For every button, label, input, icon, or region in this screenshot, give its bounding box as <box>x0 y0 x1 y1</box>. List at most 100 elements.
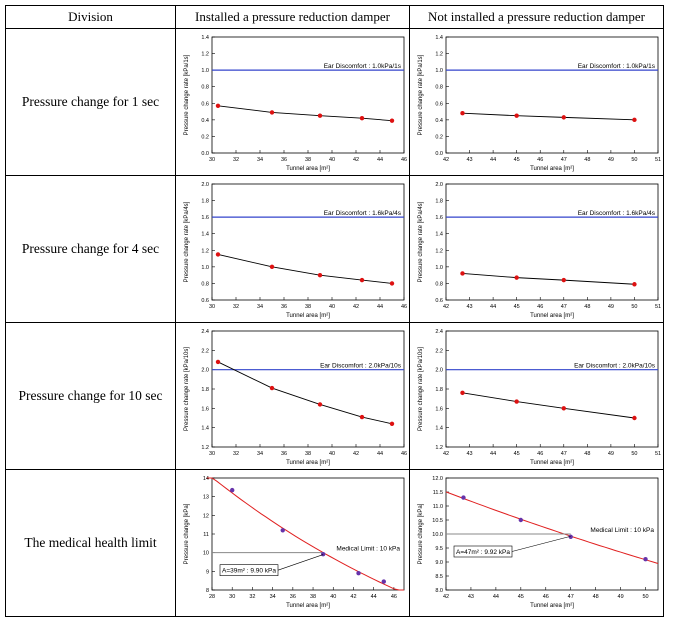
x-tick-label: 50 <box>631 451 637 457</box>
y-tick-label: 1.2 <box>201 445 209 451</box>
series-line <box>462 392 635 419</box>
data-point <box>359 277 365 283</box>
y-tick-label: 11 <box>203 532 209 538</box>
y-axis-label: Pressure change rate [kPa/1s] <box>184 54 190 135</box>
x-tick-label: 36 <box>290 594 296 600</box>
y-tick-label: 1.4 <box>201 232 209 238</box>
x-tick-label: 44 <box>490 451 496 457</box>
x-tick-label: 44 <box>490 304 496 310</box>
x-tick-label: 40 <box>329 451 335 457</box>
y-tick-label: 8.5 <box>435 574 443 580</box>
data-point <box>317 113 323 118</box>
data-point <box>561 406 566 411</box>
y-tick-label: 1.8 <box>201 199 209 205</box>
x-axis-label: Tunnel area [m²] <box>286 313 330 319</box>
data-point <box>215 359 221 365</box>
y-tick-label: 0.8 <box>435 281 443 287</box>
x-axis-label: Tunnel area [m²] <box>530 603 574 609</box>
x-tick-label: 49 <box>608 451 614 457</box>
data-point <box>632 117 637 123</box>
y-tick-label: 1.4 <box>435 426 443 432</box>
limit-label: Medical Limit : 10 kPa <box>590 527 654 534</box>
row-label-1sec: Pressure change for 1 sec <box>5 28 176 176</box>
x-tick-label: 45 <box>514 304 520 310</box>
data-point <box>215 103 221 108</box>
y-tick-label: 1.6 <box>201 215 209 221</box>
callout-leader <box>511 535 571 552</box>
y-tick-label: 11.5 <box>433 490 443 496</box>
y-tick-label: 0.8 <box>201 85 209 91</box>
chart-10sec-not-installed: 1.2 1.4 1.6 1.8 2.0 2.2 2.4 42 43 44 45 46 47 48 49 50 5… <box>418 329 661 466</box>
data-point <box>518 517 524 523</box>
data-point <box>460 390 465 396</box>
data-point <box>643 557 648 562</box>
x-tick-label: 38 <box>305 157 311 163</box>
x-tick-label: 42 <box>443 451 449 457</box>
header-division: Division <box>5 5 176 29</box>
y-tick-label: 1.2 <box>435 52 443 58</box>
chart-4sec-installed: 0.6 0.8 1.0 1.2 1.4 1.6 1.8 2.0 30 32 34 36 38 40 42 44… <box>184 182 407 319</box>
x-tick-label: 30 <box>209 304 215 310</box>
x-tick-label: 30 <box>209 157 215 163</box>
x-tick-label: 42 <box>443 304 449 310</box>
x-tick-label: 46 <box>543 594 549 600</box>
y-tick-label: 0.6 <box>435 298 443 304</box>
series-line <box>462 112 635 121</box>
x-tick-label: 42 <box>353 304 359 310</box>
x-tick-label: 44 <box>377 157 383 163</box>
limit-label: Ear Discomfort : 2.0kPa/10s <box>574 363 656 370</box>
row-label-medical: The medical health limit <box>5 469 176 617</box>
data-point <box>389 421 395 426</box>
row-label-4sec: Pressure change for 4 sec <box>5 175 176 323</box>
callout-label: A=39m² : 9.90 kPa <box>222 568 276 575</box>
x-tick-label: 48 <box>593 594 599 600</box>
y-tick-label: 1.0 <box>435 68 443 74</box>
limit-label: Ear Discomfort : 1.6kPa/4s <box>578 210 656 217</box>
callout-leader <box>277 554 324 571</box>
y-tick-label: 0.2 <box>435 134 443 140</box>
limit-label: Ear Discomfort : 2.0kPa/10s <box>320 363 402 370</box>
x-tick-label: 34 <box>270 594 276 600</box>
y-tick-label: 2.4 <box>435 329 443 335</box>
series-line <box>217 361 393 425</box>
x-tick-label: 32 <box>233 451 239 457</box>
x-tick-label: 47 <box>561 304 567 310</box>
chart-medical-installed: 8 9 10 11 12 13 14 28 30 32 34 36 38 40 42 44 46 Tunnel a… <box>184 476 405 609</box>
x-tick-label: 46 <box>401 157 407 163</box>
x-tick-label: 44 <box>371 594 377 600</box>
fit-curve <box>206 477 404 591</box>
data-point <box>269 264 275 270</box>
chart-1sec-installed: 0.0 0.2 0.4 0.6 0.8 1.0 1.2 1.4 30 32 34 36 38 40 42 44… <box>184 35 407 172</box>
x-tick-label: 43 <box>466 304 472 310</box>
x-tick-label: 42 <box>443 594 449 600</box>
row-label-10sec: Pressure change for 10 sec <box>5 322 176 470</box>
x-tick-label: 47 <box>561 451 567 457</box>
x-tick-label: 34 <box>257 304 263 310</box>
y-tick-label: 1.4 <box>201 426 209 432</box>
y-tick-label: 1.0 <box>201 68 209 74</box>
y-tick-label: 0.6 <box>201 101 209 107</box>
x-tick-label: 45 <box>514 451 520 457</box>
y-tick-label: 1.6 <box>201 406 209 412</box>
data-point <box>389 118 395 123</box>
x-tick-label: 32 <box>249 594 255 600</box>
x-tick-label: 43 <box>468 594 474 600</box>
x-tick-label: 36 <box>281 451 287 457</box>
x-tick-label: 30 <box>229 594 235 600</box>
data-point <box>280 528 285 533</box>
y-axis-label: Pressure change [kPa] <box>184 503 190 564</box>
callout-label: A=47m² : 9.92 kPa <box>456 549 510 556</box>
x-tick-label: 42 <box>353 451 359 457</box>
x-tick-label: 43 <box>466 451 472 457</box>
x-tick-label: 44 <box>377 451 383 457</box>
x-tick-label: 36 <box>281 157 287 163</box>
x-tick-label: 50 <box>642 594 648 600</box>
y-tick-label: 0.8 <box>201 281 209 287</box>
limit-label: Medical Limit : 10 kPa <box>336 546 400 553</box>
limit-label: Ear Discomfort : 1.0kPa/1s <box>324 63 402 70</box>
y-tick-label: 12.0 <box>432 476 443 482</box>
x-tick-label: 45 <box>514 157 520 163</box>
x-tick-label: 40 <box>329 304 335 310</box>
x-tick-label: 51 <box>655 451 661 457</box>
x-tick-label: 38 <box>305 451 311 457</box>
